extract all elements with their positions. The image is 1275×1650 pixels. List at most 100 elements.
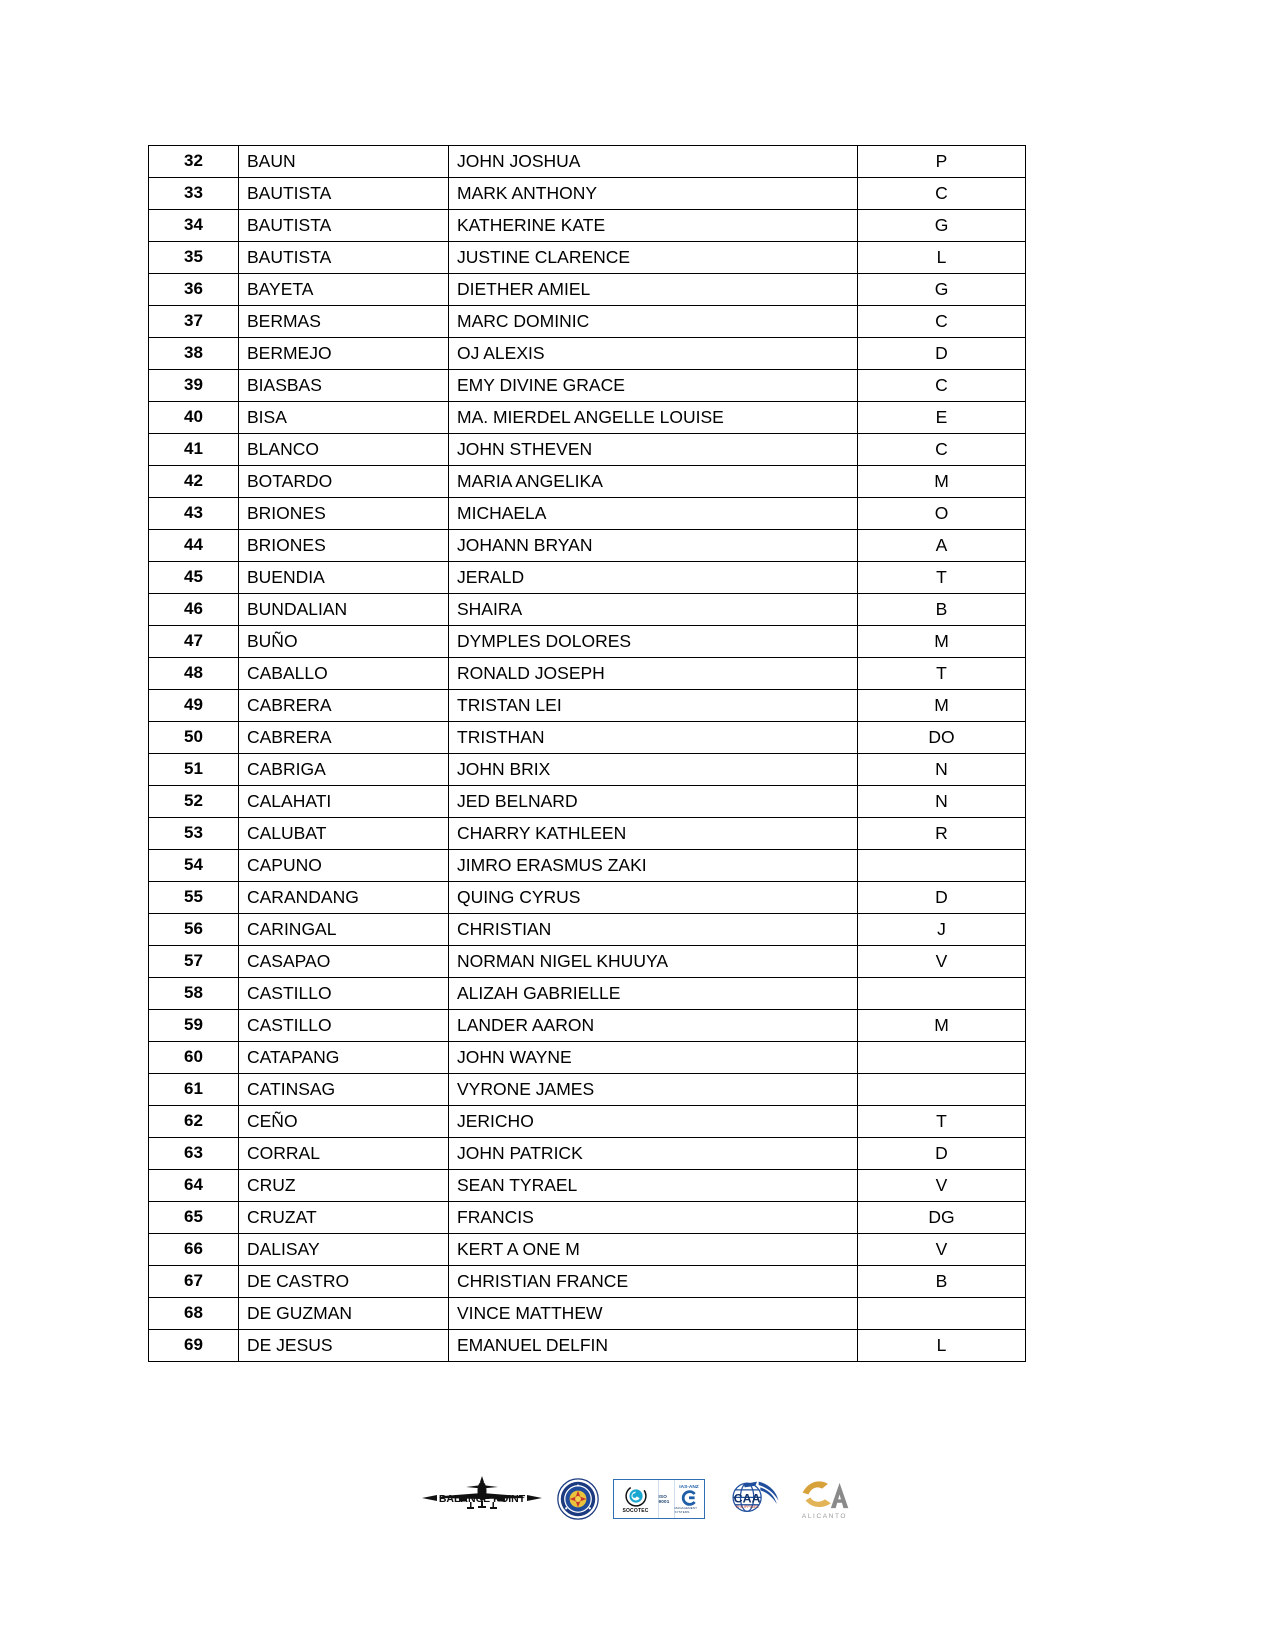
last-name-cell: CEÑO: [238, 1105, 449, 1138]
row-number-cell: 60: [148, 1041, 239, 1074]
row-number-cell: 35: [148, 241, 239, 274]
last-name-cell: BAUN: [238, 145, 449, 178]
middle-initial-cell: D: [857, 881, 1026, 914]
last-name-cell: CABRERA: [238, 721, 449, 754]
row-number-cell: 38: [148, 337, 239, 370]
middle-initial-cell: B: [857, 1265, 1026, 1298]
table-row: 39 BIASBAS EMY DIVINE GRACE C: [148, 369, 1026, 402]
caa-philippines-logo: CAA PHILIPPINES: [719, 1478, 781, 1520]
middle-initial-cell: C: [857, 433, 1026, 466]
first-name-cell: DYMPLES DOLORES: [448, 625, 858, 658]
row-number-cell: 48: [148, 657, 239, 690]
first-name-cell: JUSTINE CLARENCE: [448, 241, 858, 274]
table-row: 61 CATINSAG VYRONE JAMES: [148, 1073, 1026, 1106]
first-name-cell: JERALD: [448, 561, 858, 594]
footer-logo-strip: BALANCE POINT: [0, 1476, 1275, 1522]
row-number-cell: 36: [148, 273, 239, 306]
last-name-cell: CATINSAG: [238, 1073, 449, 1106]
last-name-cell: BRIONES: [238, 497, 449, 530]
row-number-cell: 52: [148, 785, 239, 818]
first-name-cell: MARIA ANGELIKA: [448, 465, 858, 498]
last-name-cell: CASTILLO: [238, 1009, 449, 1042]
table-row: 54 CAPUNO JIMRO ERASMUS ZAKI: [148, 849, 1026, 882]
first-name-cell: OJ ALEXIS: [448, 337, 858, 370]
row-number-cell: 67: [148, 1265, 239, 1298]
table-row: 58 CASTILLO ALIZAH GABRIELLE: [148, 977, 1026, 1010]
middle-initial-cell: V: [857, 1169, 1026, 1202]
first-name-cell: EMY DIVINE GRACE: [448, 369, 858, 402]
table-row: 46 BUNDALIAN SHAIRA B: [148, 593, 1026, 626]
row-number-cell: 41: [148, 433, 239, 466]
first-name-cell: MARC DOMINIC: [448, 305, 858, 338]
last-name-cell: CASAPAO: [238, 945, 449, 978]
last-name-cell: CALAHATI: [238, 785, 449, 818]
row-number-cell: 54: [148, 849, 239, 882]
table-row: 35 BAUTISTA JUSTINE CLARENCE L: [148, 241, 1026, 274]
row-number-cell: 45: [148, 561, 239, 594]
last-name-cell: BIASBAS: [238, 369, 449, 402]
middle-initial-cell: [857, 849, 1026, 882]
table-row: 62 CEÑO JERICHO T: [148, 1105, 1026, 1138]
last-name-cell: CARANDANG: [238, 881, 449, 914]
middle-initial-cell: O: [857, 497, 1026, 530]
row-number-cell: 46: [148, 593, 239, 626]
table-row: 45 BUENDIA JERALD T: [148, 561, 1026, 594]
middle-initial-cell: P: [857, 145, 1026, 178]
last-name-cell: BUÑO: [238, 625, 449, 658]
first-name-cell: JIMRO ERASMUS ZAKI: [448, 849, 858, 882]
first-name-cell: MA. MIERDEL ANGELLE LOUISE: [448, 401, 858, 434]
last-name-cell: BRIONES: [238, 529, 449, 562]
table-row: 41 BLANCO JOHN STHEVEN C: [148, 433, 1026, 466]
first-name-cell: RONALD JOSEPH: [448, 657, 858, 690]
table-row: 32 BAUN JOHN JOSHUA P: [148, 145, 1026, 178]
first-name-cell: DIETHER AMIEL: [448, 273, 858, 306]
row-number-cell: 32: [148, 145, 239, 178]
last-name-cell: BISA: [238, 401, 449, 434]
row-number-cell: 53: [148, 817, 239, 850]
ias-anz-accreditation: IAS-ANZ MANAGEMENT SYSTEMS: [673, 1480, 704, 1518]
table-row: 50 CABRERA TRISTHAN DO: [148, 721, 1026, 754]
iso-standard-label: ISO 9001: [657, 1480, 674, 1518]
row-number-cell: 55: [148, 881, 239, 914]
middle-initial-cell: T: [857, 1105, 1026, 1138]
table-row: 36 BAYETA DIETHER AMIEL G: [148, 273, 1026, 306]
last-name-cell: CORRAL: [238, 1137, 449, 1170]
row-number-cell: 63: [148, 1137, 239, 1170]
row-number-cell: 58: [148, 977, 239, 1010]
middle-initial-cell: T: [857, 561, 1026, 594]
table-row: 42 BOTARDO MARIA ANGELIKA M: [148, 465, 1026, 498]
table-row: 69 DE JESUS EMANUEL DELFIN L: [148, 1329, 1026, 1362]
row-number-cell: 68: [148, 1297, 239, 1330]
row-number-cell: 66: [148, 1233, 239, 1266]
first-name-cell: TRISTHAN: [448, 721, 858, 754]
first-name-cell: JOHN BRIX: [448, 753, 858, 786]
first-name-cell: JOHN WAYNE: [448, 1041, 858, 1074]
row-number-cell: 56: [148, 913, 239, 946]
first-name-cell: VYRONE JAMES: [448, 1073, 858, 1106]
table-row: 55 CARANDANG QUING CYRUS D: [148, 881, 1026, 914]
middle-initial-cell: D: [857, 1137, 1026, 1170]
table-row: 49 CABRERA TRISTAN LEI M: [148, 689, 1026, 722]
table-row: 37 BERMAS MARC DOMINIC C: [148, 305, 1026, 338]
middle-initial-cell: M: [857, 1009, 1026, 1042]
middle-initial-cell: G: [857, 209, 1026, 242]
row-number-cell: 43: [148, 497, 239, 530]
first-name-cell: MICHAELA: [448, 497, 858, 530]
alicanto-wordmark: ALICANTO: [801, 1513, 848, 1520]
last-name-cell: BLANCO: [238, 433, 449, 466]
row-number-cell: 42: [148, 465, 239, 498]
table-row: 40 BISA MA. MIERDEL ANGELLE LOUISE E: [148, 401, 1026, 434]
middle-initial-cell: L: [857, 1329, 1026, 1362]
table-row: 48 CABALLO RONALD JOSEPH T: [148, 657, 1026, 690]
first-name-cell: NORMAN NIGEL KHUUYA: [448, 945, 858, 978]
middle-initial-cell: T: [857, 657, 1026, 690]
table-row: 68 DE GUZMAN VINCE MATTHEW: [148, 1297, 1026, 1330]
table-row: 56 CARINGAL CHRISTIAN J: [148, 913, 1026, 946]
row-number-cell: 33: [148, 177, 239, 210]
table-row: 60 CATAPANG JOHN WAYNE: [148, 1041, 1026, 1074]
socotec-wordmark: SOCOTEC: [622, 1507, 649, 1514]
last-name-cell: CRUZAT: [238, 1201, 449, 1234]
last-name-cell: BAUTISTA: [238, 177, 449, 210]
middle-initial-cell: D: [857, 337, 1026, 370]
